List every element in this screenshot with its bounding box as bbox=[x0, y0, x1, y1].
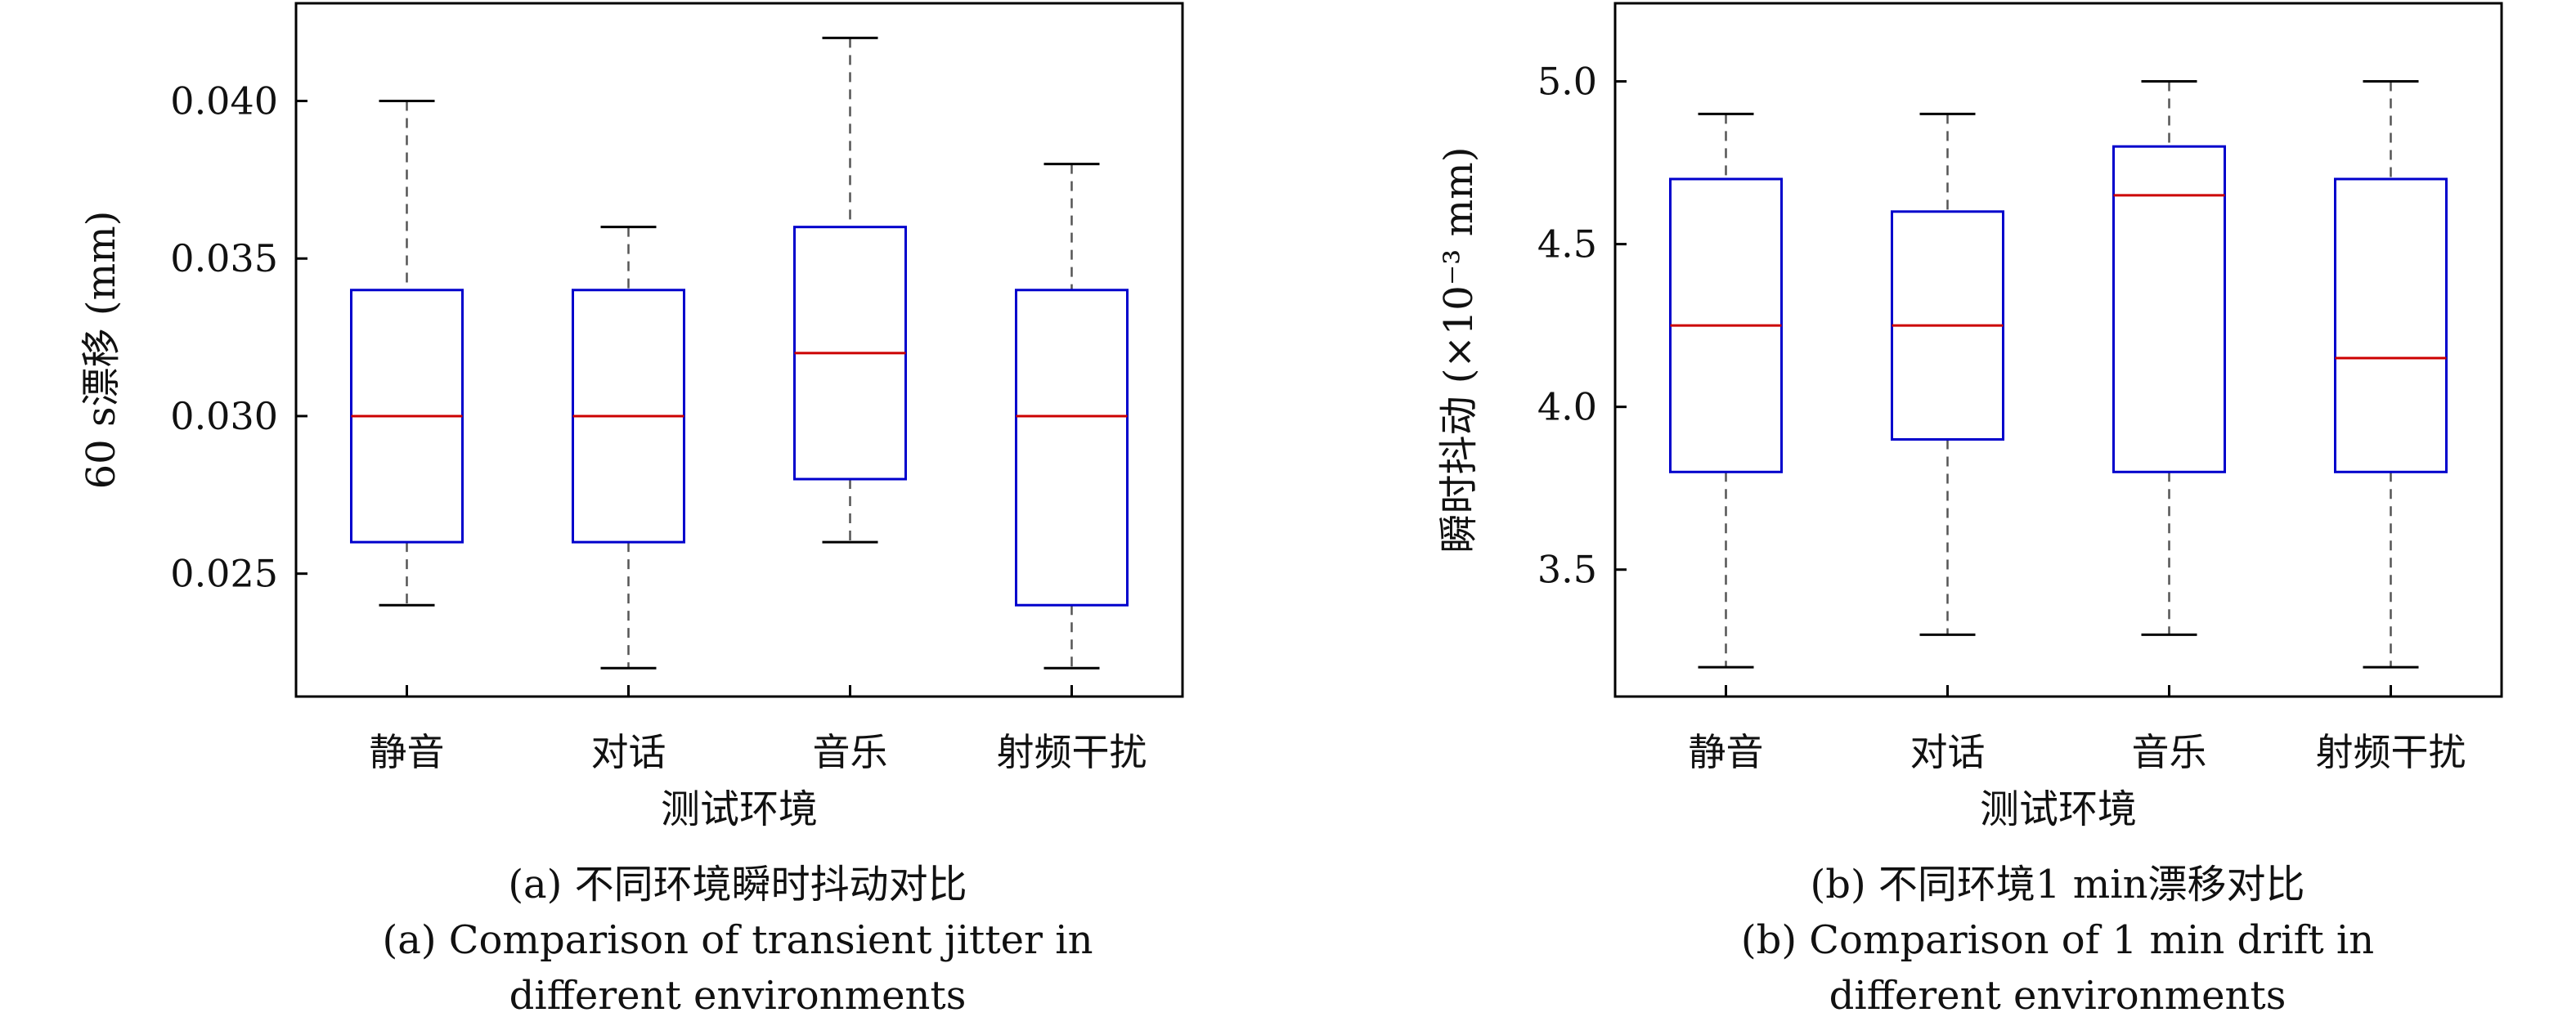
y-tick-label: 5.0 bbox=[1537, 60, 1597, 104]
x-tick-label: 音乐 bbox=[813, 730, 888, 774]
plot-frame bbox=[1613, 2, 2503, 698]
caption-english-line1: (a) Comparison of transient jitter in bbox=[382, 917, 1093, 963]
x-tick-label: 静音 bbox=[1689, 730, 1764, 774]
box-1 bbox=[1891, 112, 2004, 636]
caption-english-line2: different environments bbox=[509, 973, 967, 1019]
plot-frame bbox=[294, 2, 1184, 698]
x-tick-label: 对话 bbox=[1910, 730, 1986, 774]
y-tick-label: 0.040 bbox=[170, 78, 278, 123]
y-axis-label: 瞬时抖动 (×10⁻³ mm) bbox=[1436, 147, 1482, 553]
box-1 bbox=[572, 226, 685, 670]
box-0 bbox=[1669, 112, 1783, 669]
box-3 bbox=[2334, 80, 2448, 669]
y-tick-label: 4.0 bbox=[1537, 385, 1597, 429]
x-tick-label: 对话 bbox=[591, 730, 666, 774]
y-tick-label: 0.030 bbox=[170, 394, 278, 438]
caption-chinese: (b) 不同环境1 min漂移对比 bbox=[1810, 862, 2304, 907]
x-tick-label: 静音 bbox=[370, 730, 445, 774]
x-tick-label: 音乐 bbox=[2132, 730, 2207, 774]
y-tick-label: 4.5 bbox=[1537, 222, 1597, 267]
box-iqr bbox=[2334, 177, 2448, 473]
caption-english-line2: different environments bbox=[1829, 973, 2287, 1019]
y-tick-label: 0.025 bbox=[170, 552, 278, 596]
y-axis-label: 60 s漂移 (mm) bbox=[79, 211, 124, 490]
box-iqr bbox=[2112, 145, 2226, 473]
y-tick-label: 3.5 bbox=[1537, 548, 1597, 592]
x-axis-label: 测试环境 bbox=[1980, 786, 2137, 832]
box-0 bbox=[350, 99, 464, 607]
x-tick-label: 射频干扰 bbox=[997, 730, 1147, 774]
caption-chinese: (a) 不同环境瞬时抖动对比 bbox=[508, 862, 967, 907]
box-iqr bbox=[1015, 289, 1129, 607]
box-2 bbox=[2112, 80, 2226, 636]
x-axis-label: 测试环境 bbox=[661, 786, 818, 832]
box-3 bbox=[1015, 163, 1129, 670]
x-tick-label: 射频干扰 bbox=[2316, 730, 2466, 774]
caption-english-line1: (b) Comparison of 1 min drift in bbox=[1741, 917, 2374, 963]
box-2 bbox=[793, 36, 907, 544]
y-tick-label: 0.035 bbox=[170, 236, 278, 280]
